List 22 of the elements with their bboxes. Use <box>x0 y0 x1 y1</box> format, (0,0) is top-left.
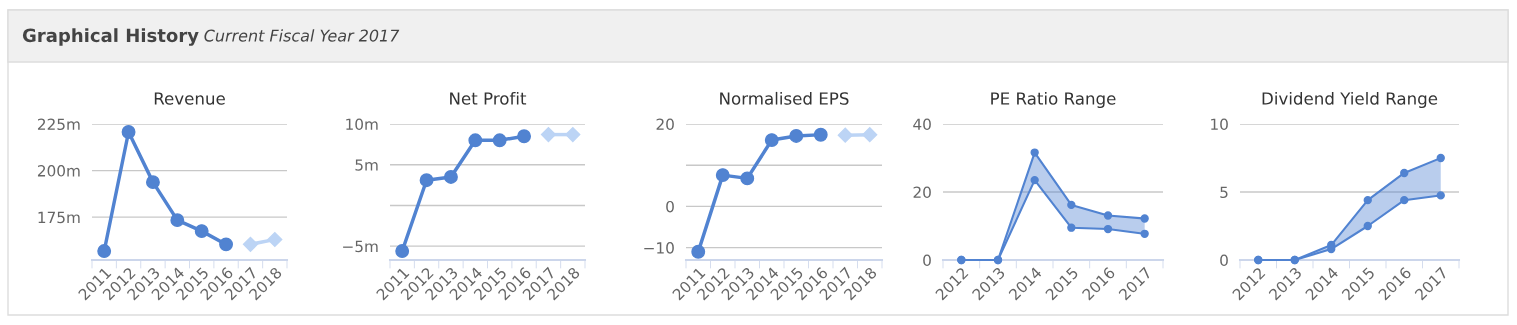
chart-title: Revenue <box>154 92 225 105</box>
y-tick-label: 20 <box>656 118 674 131</box>
y-tick-label: 0 <box>1220 254 1228 267</box>
chart-title: Normalised EPS <box>720 91 849 105</box>
chart-title: PE Ratio Range <box>991 91 1116 109</box>
y-tick-label: 40 <box>913 118 931 131</box>
y-tick-label: 200m <box>37 165 80 177</box>
y-tick-label: −10 <box>644 242 674 254</box>
y-tick-label: 175m <box>38 211 80 224</box>
text: Current Fiscal Year 2017 <box>204 29 400 42</box>
y-tick-label: −5m <box>343 240 378 253</box>
y-tick-label: 10 <box>1211 118 1228 131</box>
y-tick-label: 5m <box>355 159 378 171</box>
y-tick-label: 20 <box>913 186 931 199</box>
text: Graphical History <box>22 28 199 46</box>
y-tick-label: 0 <box>923 254 931 267</box>
chart-title: Dividend Yield Range <box>1262 91 1438 109</box>
y-tick-label: 225m <box>37 118 80 131</box>
y-tick-label: 5 <box>1220 186 1228 199</box>
chart-title: Net Profit <box>450 91 527 105</box>
y-tick-label: 0 <box>666 200 674 213</box>
y-tick-label: 10m <box>346 118 378 131</box>
